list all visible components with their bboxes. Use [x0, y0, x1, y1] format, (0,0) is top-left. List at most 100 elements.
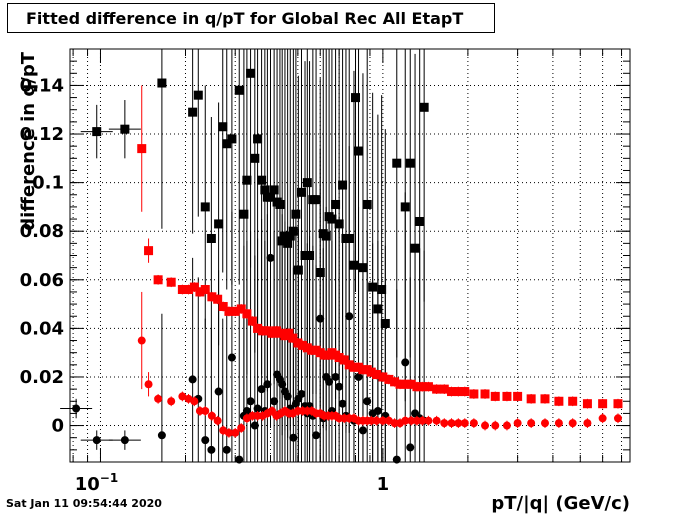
circle-marker — [354, 372, 363, 381]
circle-marker — [378, 416, 387, 425]
square-marker — [453, 387, 463, 397]
square-marker — [206, 233, 216, 243]
square-marker — [392, 158, 402, 168]
square-marker — [242, 175, 252, 185]
circle-marker — [227, 353, 236, 362]
y-tick-label: 0.06 — [20, 270, 64, 291]
square-marker — [288, 333, 298, 343]
square-marker — [184, 285, 194, 295]
x-tick-label: 1 — [377, 474, 390, 495]
square-marker — [137, 144, 147, 154]
square-marker — [338, 180, 348, 190]
circle-marker — [257, 385, 266, 394]
square-marker — [406, 379, 416, 389]
circle-marker — [583, 419, 592, 428]
circle-marker — [540, 419, 549, 428]
circle-marker — [178, 392, 187, 401]
data-series — [60, 49, 623, 464]
square-marker — [526, 394, 536, 404]
square-marker — [540, 394, 550, 404]
square-marker — [568, 396, 578, 406]
circle-marker — [513, 419, 522, 428]
x-tick-label-exponent: −1 — [100, 471, 118, 485]
square-marker — [269, 185, 279, 195]
y-axis-title: difference in q/pT — [18, 51, 39, 230]
circle-marker — [432, 416, 441, 425]
square-marker — [598, 399, 608, 409]
y-tick-label: 0.02 — [20, 367, 64, 388]
circle-marker — [213, 416, 222, 425]
circle-marker — [424, 416, 433, 425]
square-marker — [432, 384, 442, 394]
square-marker — [242, 309, 252, 319]
square-marker — [362, 199, 372, 209]
square-marker — [419, 102, 429, 112]
square-marker — [213, 294, 223, 304]
circle-marker — [188, 375, 197, 384]
square-marker — [234, 85, 244, 95]
square-marker — [214, 219, 224, 229]
square-marker — [293, 338, 303, 348]
square-marker — [327, 214, 337, 224]
square-marker — [250, 153, 260, 163]
axis-ticks — [70, 48, 630, 463]
square-marker — [366, 367, 376, 377]
square-marker — [415, 216, 425, 226]
square-marker — [218, 302, 228, 312]
circle-marker — [297, 389, 306, 398]
y-tick-label: 0.14 — [20, 75, 64, 96]
y-tick-label: 0 — [51, 416, 64, 437]
square-marker — [166, 277, 176, 287]
square-marker — [285, 231, 295, 241]
square-marker — [247, 316, 257, 326]
circle-marker — [242, 406, 251, 415]
circle-marker — [554, 419, 563, 428]
square-marker — [224, 306, 234, 316]
y-tick-label: 0.08 — [20, 221, 64, 242]
circle-marker — [201, 406, 210, 415]
square-marker — [260, 185, 270, 195]
circle-marker — [289, 433, 298, 442]
circle-marker — [316, 314, 325, 323]
square-marker — [298, 340, 308, 350]
circle-marker — [207, 445, 216, 454]
square-marker — [207, 292, 217, 302]
circle-marker — [406, 443, 415, 452]
circle-marker — [440, 419, 449, 428]
square-marker — [302, 178, 312, 188]
square-marker — [331, 199, 341, 209]
circle-marker — [201, 436, 210, 445]
y-tick-label: 0.1 — [32, 173, 64, 194]
square-marker — [296, 187, 306, 197]
circle-marker — [270, 397, 279, 406]
circle-marker — [263, 380, 272, 389]
square-marker — [405, 158, 415, 168]
x-axis-title: pT/|q| (GeV/c) — [491, 493, 630, 514]
square-marker — [469, 389, 479, 399]
x-tick-label-base: 10 — [75, 474, 100, 495]
square-marker — [412, 382, 422, 392]
square-marker — [227, 134, 237, 144]
circle-marker — [401, 416, 410, 425]
square-marker — [378, 372, 388, 382]
square-marker — [200, 285, 210, 295]
square-marker — [257, 175, 267, 185]
square-marker — [189, 282, 199, 292]
circle-marker — [190, 397, 199, 406]
square-marker — [334, 353, 344, 363]
square-marker — [423, 382, 433, 392]
square-marker — [253, 134, 263, 144]
circle-marker — [266, 253, 275, 262]
circle-marker — [325, 377, 334, 386]
square-marker — [193, 90, 203, 100]
square-marker — [480, 389, 490, 399]
circle-marker — [345, 312, 354, 321]
circle-marker — [469, 419, 478, 428]
y-tick-label: 0.12 — [20, 124, 64, 145]
series-2-square — [137, 85, 623, 409]
circle-marker — [250, 421, 259, 430]
square-marker — [439, 384, 449, 394]
square-marker — [157, 78, 167, 88]
square-marker — [236, 304, 246, 314]
circle-marker — [246, 397, 255, 406]
